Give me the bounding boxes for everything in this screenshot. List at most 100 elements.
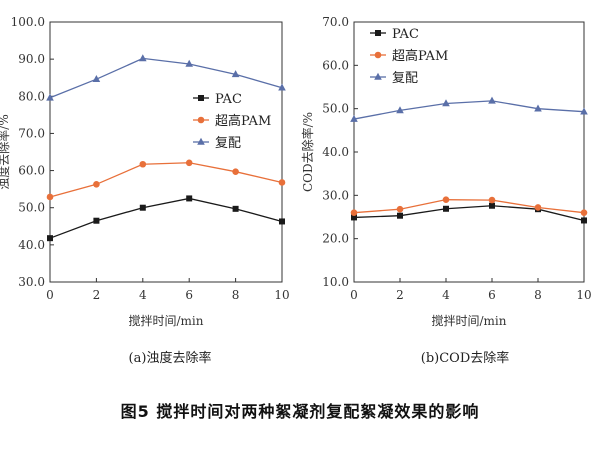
legend-marker (375, 30, 381, 36)
figure-caption: 图5 搅拌时间对两种絮凝剂复配絮凝效果的影响 (121, 402, 480, 421)
y-tick-label: 50.0 (322, 102, 349, 116)
data-point (139, 160, 147, 168)
data-point (93, 181, 100, 188)
data-point (186, 195, 193, 202)
series-0 (351, 202, 587, 224)
y-tick-label: 70.0 (322, 15, 349, 29)
series-line (353, 199, 585, 214)
data-point (442, 196, 450, 203)
data-point (278, 83, 286, 91)
subtitle-turbidity: (a)浊度去除率 (129, 350, 212, 366)
series-2 (350, 96, 588, 122)
series-1 (350, 196, 588, 216)
legend-item: PAC (193, 92, 242, 107)
legend-label: PAC (392, 27, 419, 42)
data-point (580, 209, 588, 216)
series-line (353, 205, 585, 222)
y-tick-label: 90.0 (18, 52, 45, 66)
x-tick-label: 4 (442, 288, 450, 302)
plot-frame (353, 21, 585, 283)
y-axis-label: COD去除率/% (300, 112, 315, 192)
data-point (278, 179, 286, 186)
data-point (396, 205, 404, 213)
y-tick-label: 20.0 (322, 232, 349, 246)
data-point (396, 106, 404, 114)
y-tick-label: 60.0 (18, 164, 45, 178)
x-tick-label: 10 (274, 288, 289, 302)
data-point (185, 159, 193, 167)
data-point (488, 196, 496, 204)
data-point (93, 217, 100, 224)
legend-label: 复配 (392, 71, 418, 86)
y-tick-label: 50.0 (18, 201, 45, 215)
legend-label: PAC (215, 92, 242, 107)
x-tick-label: 4 (139, 288, 147, 302)
y-tick-label: 30.0 (18, 275, 45, 289)
data-point (46, 93, 54, 101)
legend-item: 超高PAM (370, 48, 448, 64)
data-point (488, 96, 496, 104)
legend-label: 超高PAM (392, 48, 448, 64)
x-tick-label: 8 (534, 288, 542, 302)
data-point (534, 104, 542, 112)
x-tick-label: 2 (396, 288, 404, 302)
chart-turbidity: 30.0 40.0 50.0 60.0 70.0 80.0 90.0 100.0 0 2 4 6 8 10… (0, 15, 290, 328)
data-point (279, 218, 285, 225)
chart-cod: 10.0 20.0 30.0 40.0 50.0 60.0 70.0 0 2 4 6 8 10 搅拌时间/… (300, 15, 592, 328)
data-point (442, 99, 450, 107)
y-tick-label: 40.0 (18, 238, 45, 252)
legend-marker (197, 116, 205, 124)
y-tick-label: 40.0 (322, 145, 349, 159)
x-tick-label: 0 (46, 288, 54, 302)
series-line (49, 197, 283, 239)
series-line (353, 100, 585, 120)
legend-label: 超高PAM (215, 113, 271, 129)
data-point (232, 205, 239, 212)
data-point (139, 204, 146, 211)
x-tick-label: 8 (232, 288, 240, 302)
series-0 (47, 195, 285, 242)
subtitle-cod: (b)COD去除率 (421, 350, 510, 366)
legend-item: 复配 (193, 136, 241, 151)
series-line (49, 57, 283, 99)
x-tick-label: 6 (185, 288, 193, 302)
legend-item: PAC (370, 27, 419, 42)
data-point (47, 235, 53, 242)
x-tick-label: 6 (488, 288, 496, 302)
legend-item: 超高PAM (193, 113, 271, 129)
legend-item: 复配 (370, 71, 418, 86)
data-point (231, 70, 240, 78)
data-point (92, 75, 101, 82)
series-line (49, 162, 283, 198)
data-point (350, 209, 358, 216)
legend: PAC 超高PAM 复配 (193, 92, 271, 151)
legend-label: 复配 (215, 136, 241, 151)
x-axis-label: 搅拌时间/min (432, 313, 507, 328)
data-point (581, 217, 587, 224)
legend-marker (374, 72, 382, 80)
legend: PAC 超高PAM 复配 (370, 27, 448, 86)
x-tick-label: 0 (350, 288, 358, 302)
y-tick-label: 10.0 (322, 275, 349, 289)
data-point (139, 54, 147, 62)
data-point (443, 205, 449, 212)
y-tick-label: 60.0 (322, 58, 349, 72)
legend-marker (197, 137, 205, 145)
data-point (185, 59, 193, 67)
data-point (580, 107, 588, 115)
x-tick-label: 10 (576, 288, 591, 302)
x-tick-label: 2 (93, 288, 101, 302)
legend-marker (198, 95, 204, 101)
y-tick-label: 100.0 (11, 15, 45, 29)
data-point (397, 212, 403, 219)
data-point (351, 214, 357, 221)
plot-frame (49, 21, 283, 283)
y-tick-label: 80.0 (18, 89, 45, 103)
series-2 (46, 54, 286, 101)
y-tick-label: 70.0 (18, 126, 45, 140)
y-tick-label: 30.0 (322, 188, 349, 202)
legend-marker (374, 51, 382, 59)
data-point (534, 204, 542, 211)
data-point (489, 202, 495, 209)
